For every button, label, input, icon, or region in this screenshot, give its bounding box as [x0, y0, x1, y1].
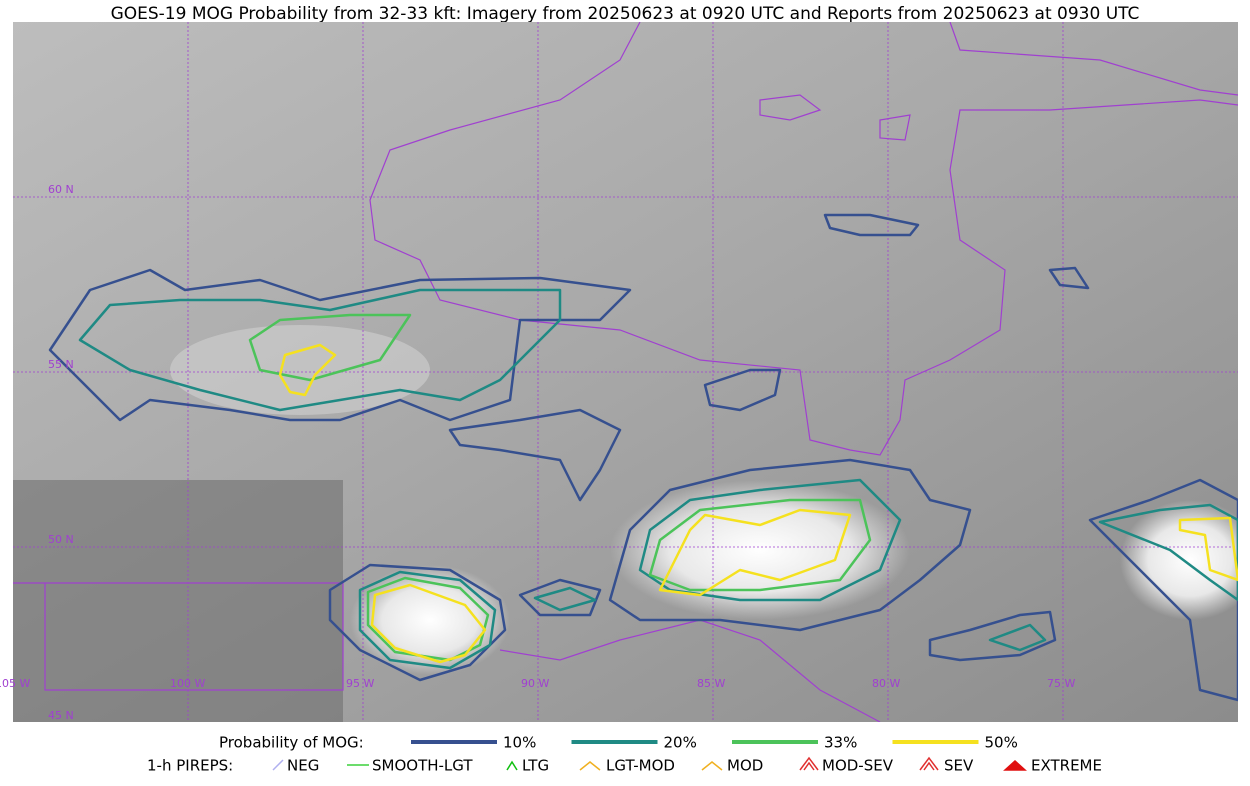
pirep-symbol: [799, 756, 819, 771]
legend-heading: Probability of MOG:: [219, 734, 364, 752]
legend-heading: 1-h PIREPS:: [147, 757, 233, 775]
legend-label: LTG: [522, 757, 549, 775]
lat-label: 50 N: [48, 533, 74, 546]
contour: [370, 583, 487, 664]
pirep-symbol: [506, 760, 518, 771]
lon-label: 95 W: [346, 677, 374, 690]
contour: [533, 586, 597, 612]
lon-label: 85 W: [697, 677, 725, 690]
contour: [1178, 516, 1238, 582]
legend-label: SEV: [944, 757, 974, 775]
legend-label: MOD: [727, 757, 763, 775]
lon-label: 75 W: [1047, 677, 1075, 690]
lon-label: 80 W: [872, 677, 900, 690]
contour: [1098, 503, 1238, 602]
contour: [358, 570, 497, 670]
legend-label: EXTREME: [1031, 757, 1102, 775]
contour: [1048, 266, 1090, 290]
contour: [518, 578, 602, 617]
legend-label: 50%: [985, 734, 1018, 752]
contour: [248, 313, 412, 382]
pirep-symbol: [701, 761, 723, 771]
map-title: GOES-19 MOG Probability from 32-33 kft: …: [111, 4, 1140, 24]
contour: [648, 498, 872, 592]
contour: [823, 213, 920, 237]
geo-labels: 60 N 55 N 50 N 45 N 105 W 100 W 95 W 90 W 85 W 80…: [0, 183, 1075, 722]
contour: [278, 343, 337, 397]
contour: [448, 408, 622, 502]
contour: [928, 610, 1057, 662]
contour: [703, 368, 782, 412]
lat-label: 55 N: [48, 358, 74, 371]
legend-label: MOD-SEV: [822, 757, 894, 775]
contour: [658, 508, 852, 597]
contour: [638, 478, 902, 602]
legend-label: SMOOTH-LGT: [372, 757, 473, 775]
lat-label: 45 N: [48, 709, 74, 722]
legend: Probability of MOG: 10% 20% 33% 50% 1-h PIREP…: [147, 734, 1102, 775]
lon-label: 105 W: [0, 677, 30, 690]
contour: [1088, 478, 1238, 702]
map-area: [13, 22, 1238, 722]
legend-label: 20%: [664, 734, 697, 752]
contour: [48, 268, 632, 422]
lon-label: 100 W: [170, 677, 205, 690]
pirep-symbol: [919, 756, 939, 771]
pirep-symbol: [272, 759, 284, 771]
legend-label: 10%: [503, 734, 536, 752]
pirep-symbol: [1003, 759, 1027, 771]
contour: [988, 623, 1047, 652]
legend-label: LGT-MOD: [606, 757, 675, 775]
contours: [48, 213, 1238, 702]
legend-label: 33%: [824, 734, 857, 752]
contour: [366, 576, 490, 662]
contour: [608, 458, 972, 632]
lon-label: 90 W: [521, 677, 549, 690]
coastlines: [13, 22, 1238, 722]
pirep-symbol: [579, 761, 601, 771]
contour: [78, 288, 562, 412]
legend-label: NEG: [287, 757, 319, 775]
lat-label: 60 N: [48, 183, 74, 196]
